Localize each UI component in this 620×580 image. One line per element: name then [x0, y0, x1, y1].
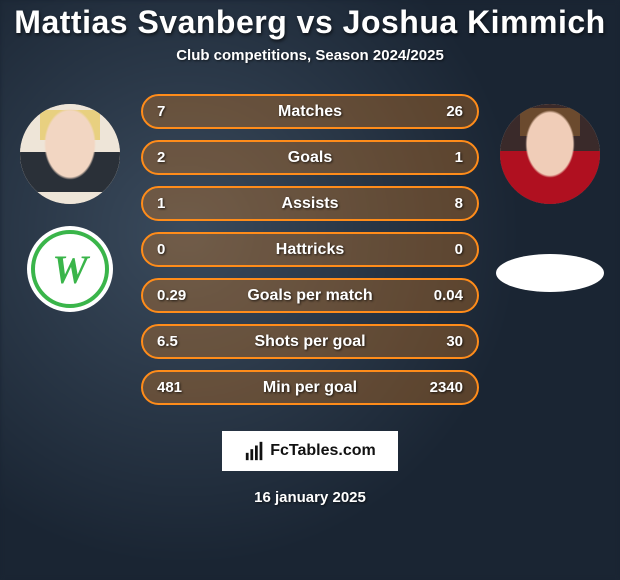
- right-club-badge: [496, 254, 604, 292]
- avatar-placeholder: [500, 104, 600, 204]
- stat-left-value: 7: [157, 103, 165, 120]
- stat-label: Assists: [282, 195, 339, 213]
- brand-badge: FcTables.com: [222, 431, 398, 471]
- stat-left-value: 0: [157, 241, 165, 258]
- stat-left-value: 1: [157, 195, 165, 212]
- avatar-placeholder: [20, 104, 120, 204]
- main-row: 7 Matches 26 2 Goals 1 1 Assists 8 0 Hattricks 0 0.2…: [0, 94, 620, 405]
- stat-left-value: 0.29: [157, 287, 186, 304]
- stat-label: Goals per match: [247, 287, 372, 305]
- stat-bar: 7 Matches 26: [141, 94, 479, 129]
- subtitle: Club competitions, Season 2024/2025: [0, 47, 620, 64]
- stat-label: Goals: [288, 149, 332, 167]
- stat-right-value: 8: [455, 195, 463, 212]
- left-player-column: [15, 94, 125, 312]
- stat-bar: 2 Goals 1: [141, 140, 479, 175]
- stat-left-value: 6.5: [157, 333, 178, 350]
- stat-left-value: 481: [157, 379, 182, 396]
- stat-bar: 481 Min per goal 2340: [141, 370, 479, 405]
- stat-right-value: 2340: [430, 379, 463, 396]
- stat-right-value: 1: [455, 149, 463, 166]
- stat-right-value: 26: [446, 103, 463, 120]
- stat-label: Shots per goal: [254, 333, 365, 351]
- right-player-avatar: [500, 104, 600, 204]
- stat-right-value: 30: [446, 333, 463, 350]
- brand-text: FcTables.com: [270, 442, 376, 460]
- stat-label: Hattricks: [276, 241, 344, 259]
- left-club-badge: [27, 226, 113, 312]
- stat-bar: 1 Assists 8: [141, 186, 479, 221]
- page-title: Mattias Svanberg vs Joshua Kimmich: [0, 4, 620, 41]
- stats-column: 7 Matches 26 2 Goals 1 1 Assists 8 0 Hattricks 0 0.2…: [141, 94, 479, 405]
- footer-date: 16 january 2025: [0, 489, 620, 506]
- stat-label: Min per goal: [263, 379, 357, 397]
- right-player-column: [495, 94, 605, 292]
- stat-left-value: 2: [157, 149, 165, 166]
- stat-label: Matches: [278, 103, 342, 121]
- stat-bar: 0.29 Goals per match 0.04: [141, 278, 479, 313]
- comparison-card: Mattias Svanberg vs Joshua Kimmich Club …: [0, 0, 620, 580]
- stat-right-value: 0: [455, 241, 463, 258]
- left-player-avatar: [20, 104, 120, 204]
- stat-bar: 6.5 Shots per goal 30: [141, 324, 479, 359]
- chart-icon: [244, 440, 266, 462]
- stat-bar: 0 Hattricks 0: [141, 232, 479, 267]
- stat-right-value: 0.04: [434, 287, 463, 304]
